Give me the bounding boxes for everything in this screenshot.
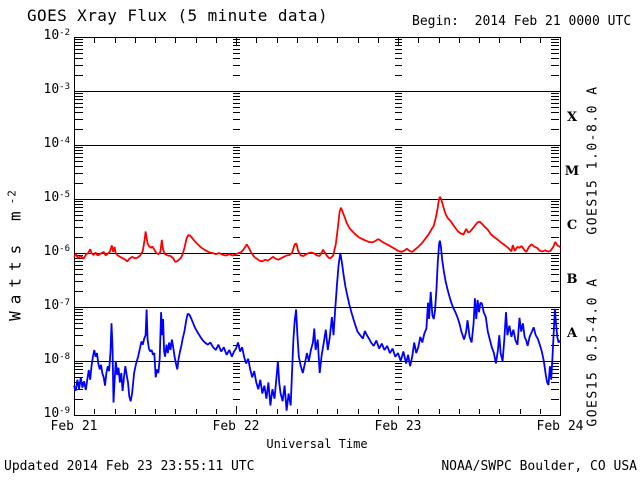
y-axis-tick-label: 10-9 (43, 406, 71, 421)
x-axis-tick-label: Feb 21 (50, 419, 98, 434)
flare-class-letter-m: M (564, 164, 580, 179)
flare-class-letter-a: A (566, 326, 578, 341)
y-axis-tick-label: 10-7 (43, 298, 71, 313)
plot-frame (74, 37, 561, 416)
y-axis-tick-label: 10-8 (43, 352, 71, 367)
x-axis-tick-label: Feb 24 (536, 419, 584, 434)
short-band-series-label: GOES15 0.5-4.0 A (585, 277, 601, 427)
y-axis-title: Watts m-2 (6, 189, 25, 321)
flare-class-letter-b: B (566, 272, 578, 287)
begin-time-label: Begin: 2014 Feb 21 0000 UTC (412, 14, 632, 29)
y-axis-tick-label: 10-3 (43, 82, 71, 97)
page-title: GOES Xray Flux (5 minute data) (27, 6, 328, 25)
short-band-curve (73, 240, 561, 411)
long-band-curve (73, 196, 561, 263)
y-axis-tick-label: 10-4 (43, 136, 71, 151)
credit-text: NOAA/SWPC Boulder, CO USA (441, 459, 637, 474)
y-axis-title-exponent: -2 (5, 189, 19, 205)
y-axis-tick-label: 10-2 (43, 28, 71, 43)
y-axis-title-text: Watts m (5, 204, 25, 321)
flare-class-letter-c: C (566, 218, 578, 233)
x-axis-tick-label: Feb 22 (212, 419, 260, 434)
flare-class-letter-x: X (566, 110, 578, 125)
x-axis-tick-label: Feb 23 (374, 419, 422, 434)
x-axis-title: Universal Time (266, 437, 368, 451)
y-axis-tick-label: 10-5 (43, 190, 71, 205)
long-band-series-label: GOES15 1.0-8.0 A (585, 85, 601, 235)
y-axis-tick-label: 10-6 (43, 244, 71, 259)
updated-timestamp: Updated 2014 Feb 23 23:55:11 UTC (4, 459, 255, 474)
